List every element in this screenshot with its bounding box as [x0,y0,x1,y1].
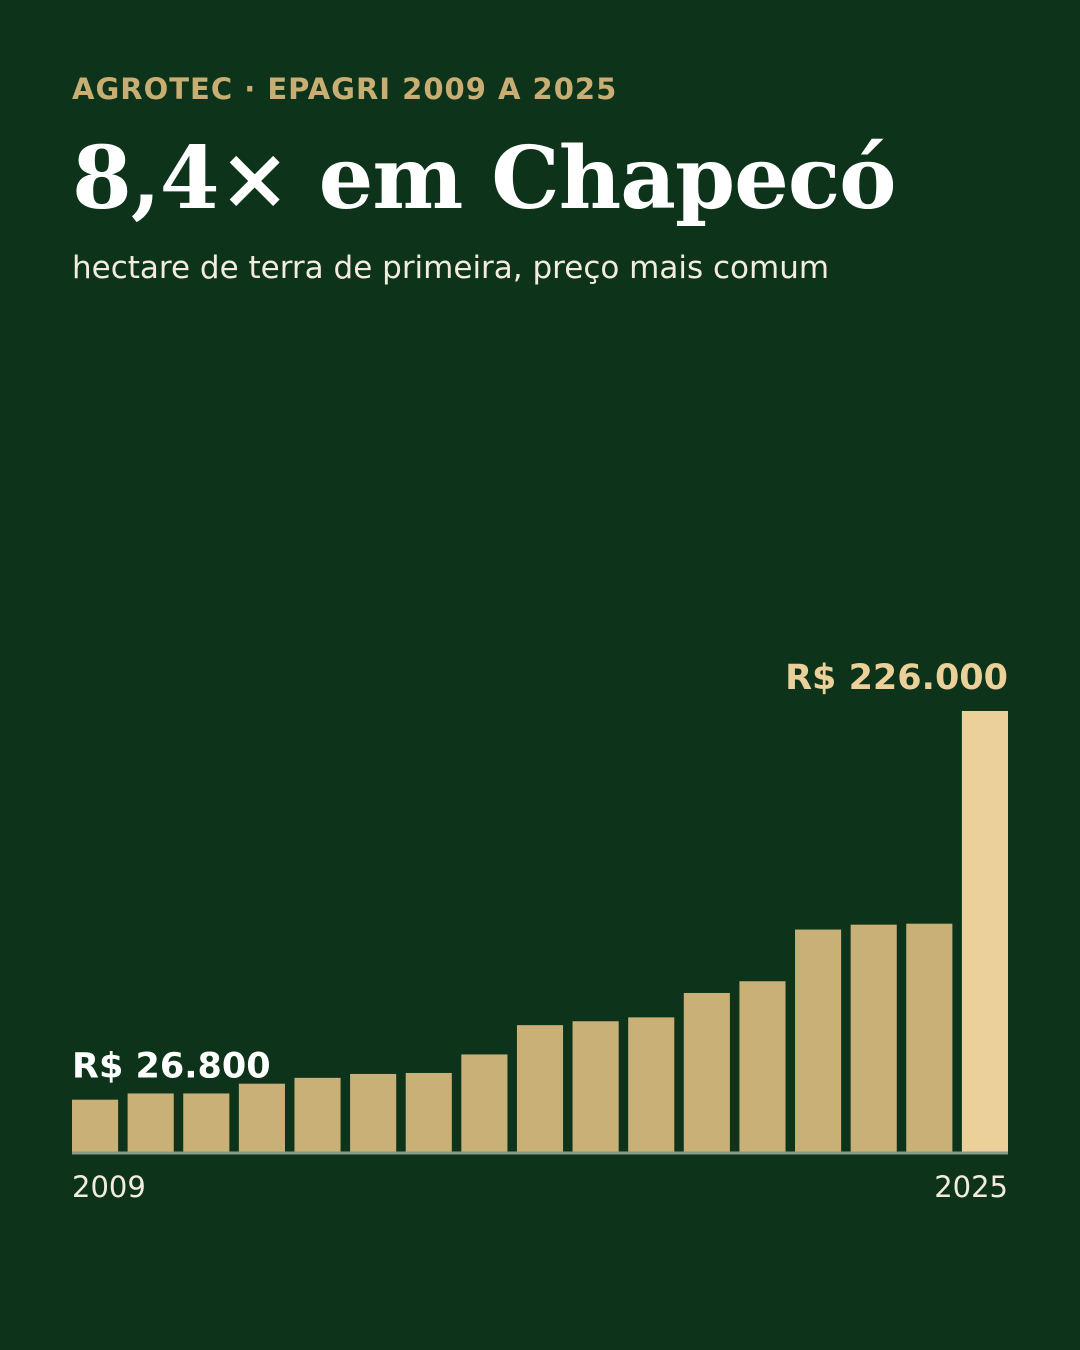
chart-subtitle: hectare de terra de primeira, preço mais… [72,250,830,286]
bar-2018 [572,1021,619,1152]
data-label-2009: R$ 26.800 [72,1047,271,1087]
bar-2011 [183,1093,230,1152]
bar-2025 [961,711,1008,1152]
bar-2021 [739,981,786,1152]
chart-title: 8,4× em Chapecó [72,128,897,229]
bar-2010 [127,1093,174,1152]
bar-2022 [795,929,842,1152]
data-label-2025: R$ 226.000 [785,658,1008,698]
bar-2023 [850,924,897,1152]
x-tick-label-2025: 2025 [934,1170,1008,1204]
x-tick-label-2009: 2009 [72,1170,146,1204]
bar-2013 [294,1077,341,1152]
bar-2024 [906,923,953,1152]
bar-2019 [628,1017,675,1152]
bar-2016 [461,1054,508,1152]
chart-kicker: AGROTEC · EPAGRI 2009 A 2025 [72,72,618,106]
bar-2017 [516,1025,564,1152]
bar-2012 [238,1083,285,1152]
bar-2009 [72,1099,119,1152]
bar-2020 [683,992,730,1152]
bar-2015 [405,1072,452,1152]
bar-2014 [350,1073,397,1152]
